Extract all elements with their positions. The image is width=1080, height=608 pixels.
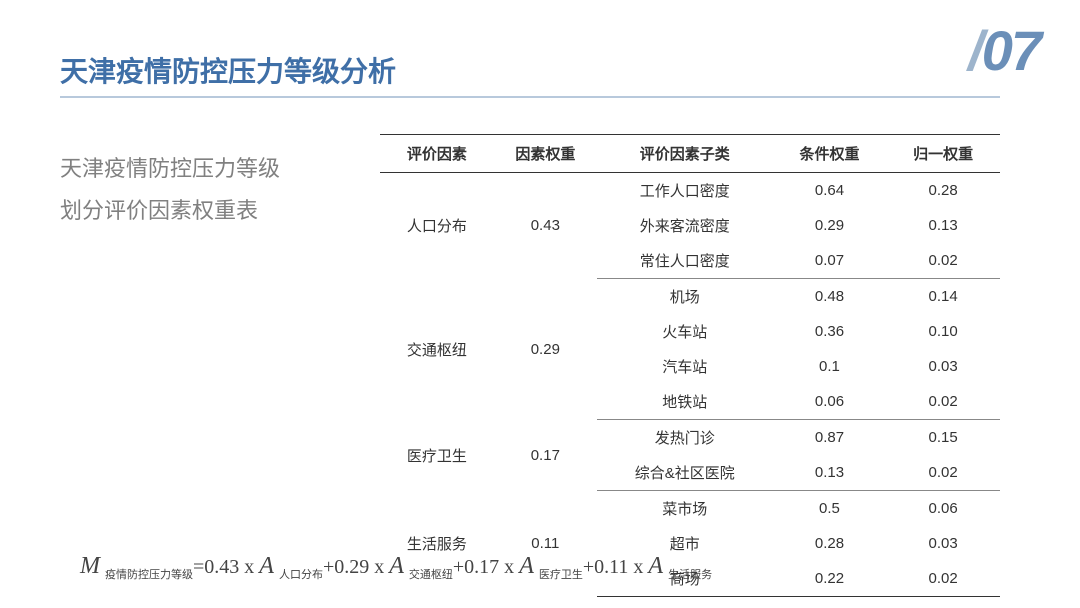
table-header-row: 评价因素因素权重评价因素子类条件权重归一权重 xyxy=(380,135,1000,173)
cond-weight-cell: 0.48 xyxy=(773,279,887,315)
factor-weight-cell: 0.29 xyxy=(494,279,597,420)
table-row: 医疗卫生0.17发热门诊0.870.15 xyxy=(380,420,1000,456)
title-underline xyxy=(60,96,1000,98)
subfactor-cell: 地铁站 xyxy=(597,384,773,420)
table-row: 交通枢纽0.29机场0.480.14 xyxy=(380,279,1000,315)
norm-weight-cell: 0.02 xyxy=(886,384,1000,420)
norm-weight-cell: 0.13 xyxy=(886,208,1000,243)
cond-weight-cell: 0.36 xyxy=(773,314,887,349)
cond-weight-cell: 0.5 xyxy=(773,491,887,527)
subfactor-cell: 综合&社区医院 xyxy=(597,455,773,491)
cond-weight-cell: 0.13 xyxy=(773,455,887,491)
cond-weight-cell: 0.29 xyxy=(773,208,887,243)
page-number-digits: 07 xyxy=(982,19,1040,82)
subfactor-cell: 常住人口密度 xyxy=(597,243,773,279)
subfactor-cell: 工作人口密度 xyxy=(597,173,773,209)
norm-weight-cell: 0.02 xyxy=(886,561,1000,597)
content-row: 天津疫情防控压力等级 划分评价因素权重表 评价因素因素权重评价因素子类条件权重归… xyxy=(60,134,1020,597)
subfactor-cell: 菜市场 xyxy=(597,491,773,527)
norm-weight-cell: 0.06 xyxy=(886,491,1000,527)
cond-weight-cell: 0.64 xyxy=(773,173,887,209)
norm-weight-cell: 0.10 xyxy=(886,314,1000,349)
cond-weight-cell: 0.07 xyxy=(773,243,887,279)
factor-cell: 人口分布 xyxy=(380,173,494,279)
cond-weight-cell: 0.1 xyxy=(773,349,887,384)
slide: /07 天津疫情防控压力等级分析 天津疫情防控压力等级 划分评价因素权重表 评价… xyxy=(0,0,1080,608)
table-header-cell: 评价因素 xyxy=(380,135,494,173)
factor-weight-cell: 0.17 xyxy=(494,420,597,491)
norm-weight-cell: 0.14 xyxy=(886,279,1000,315)
norm-weight-cell: 0.03 xyxy=(886,349,1000,384)
formula: M 疫情防控压力等级=0.43 x A 人口分布+0.29 x A 交通枢纽+0… xyxy=(80,553,712,582)
page-title: 天津疫情防控压力等级分析 xyxy=(60,50,1020,90)
table-caption: 天津疫情防控压力等级 划分评价因素权重表 xyxy=(60,134,340,232)
table-caption-line2: 划分评价因素权重表 xyxy=(60,190,340,232)
norm-weight-cell: 0.28 xyxy=(886,173,1000,209)
table-row: 人口分布0.43工作人口密度0.640.28 xyxy=(380,173,1000,209)
cond-weight-cell: 0.28 xyxy=(773,526,887,561)
subfactor-cell: 汽车站 xyxy=(597,349,773,384)
table-header-cell: 评价因素子类 xyxy=(597,135,773,173)
table-caption-line1: 天津疫情防控压力等级 xyxy=(60,148,340,190)
subfactor-cell: 外来客流密度 xyxy=(597,208,773,243)
subfactor-cell: 发热门诊 xyxy=(597,420,773,456)
page-number-slash: / xyxy=(968,19,982,82)
cond-weight-cell: 0.22 xyxy=(773,561,887,597)
page-number: /07 xyxy=(968,18,1040,83)
subfactor-cell: 机场 xyxy=(597,279,773,315)
table-header-cell: 条件权重 xyxy=(773,135,887,173)
norm-weight-cell: 0.03 xyxy=(886,526,1000,561)
weights-table: 评价因素因素权重评价因素子类条件权重归一权重 人口分布0.43工作人口密度0.6… xyxy=(380,134,1000,597)
norm-weight-cell: 0.02 xyxy=(886,243,1000,279)
table-row: 生活服务0.11菜市场0.50.06 xyxy=(380,491,1000,527)
table-header-cell: 归一权重 xyxy=(886,135,1000,173)
cond-weight-cell: 0.06 xyxy=(773,384,887,420)
factor-cell: 交通枢纽 xyxy=(380,279,494,420)
subfactor-cell: 火车站 xyxy=(597,314,773,349)
factor-cell: 医疗卫生 xyxy=(380,420,494,491)
norm-weight-cell: 0.02 xyxy=(886,455,1000,491)
factor-weight-cell: 0.43 xyxy=(494,173,597,279)
cond-weight-cell: 0.87 xyxy=(773,420,887,456)
table-header-cell: 因素权重 xyxy=(494,135,597,173)
norm-weight-cell: 0.15 xyxy=(886,420,1000,456)
